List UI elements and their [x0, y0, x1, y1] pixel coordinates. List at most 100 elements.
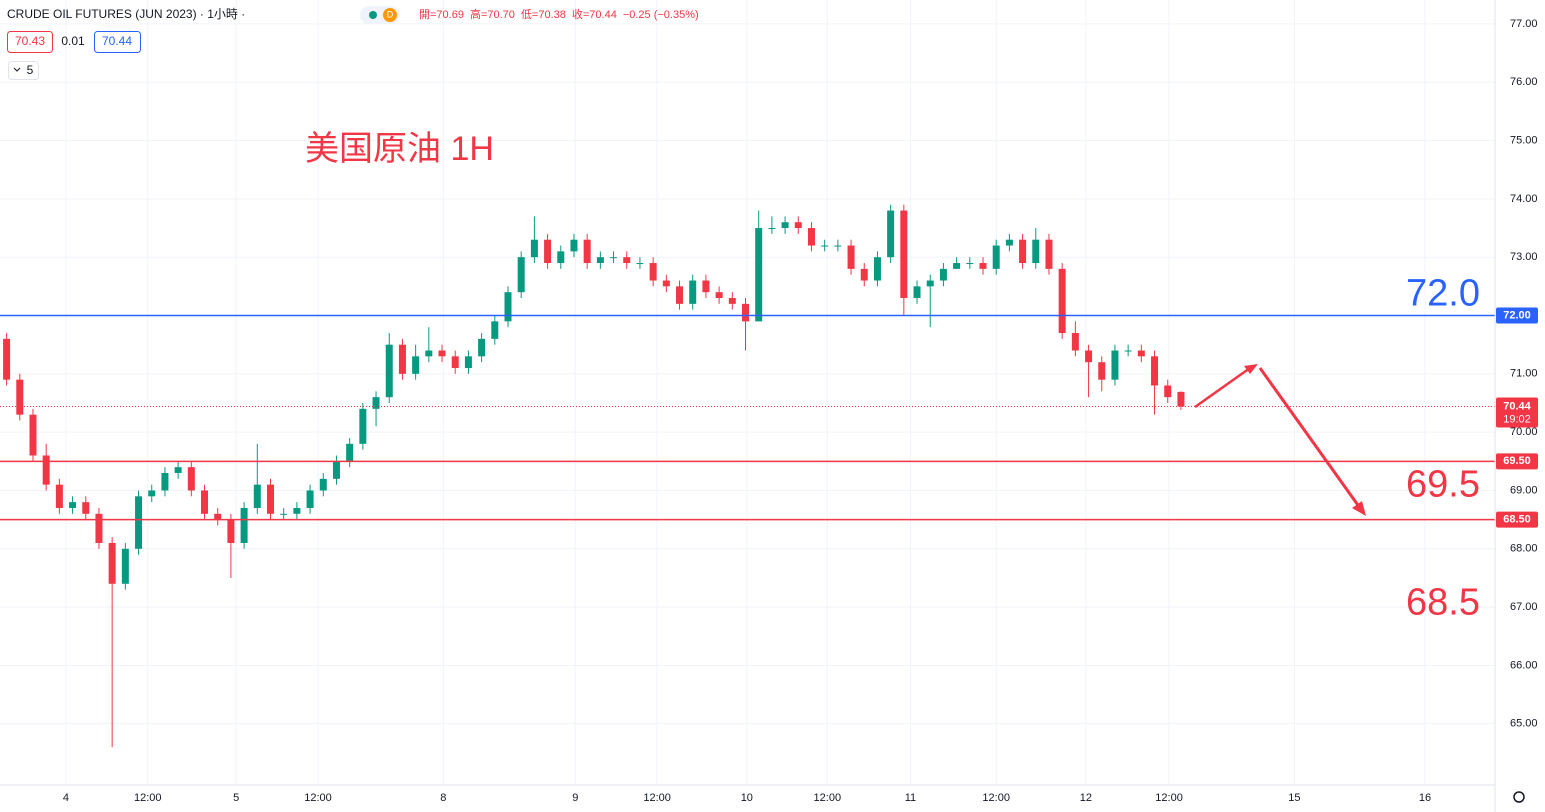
candle-body	[676, 286, 684, 304]
indicator: 5	[27, 63, 34, 77]
y-tick-label: 67.00	[1510, 601, 1538, 613]
y-tick-label: 76.00	[1510, 76, 1538, 88]
status-dot	[369, 11, 377, 19]
x-tick-label: 4	[63, 792, 69, 804]
candle-body	[332, 461, 340, 479]
ohlc-value: 收=70.44	[572, 7, 617, 21]
candle-body	[55, 484, 63, 508]
x-tick-label: 16	[1419, 792, 1431, 804]
candle-body	[412, 356, 420, 374]
y-tick-label: 66.00	[1510, 659, 1538, 671]
candle-body	[768, 228, 776, 230]
candle-body	[926, 280, 934, 287]
x-tick-label: 12:00	[982, 792, 1010, 804]
ohlc-value: 開=70.69	[419, 8, 464, 21]
x-tick-label: 12:00	[814, 792, 842, 804]
candle-body	[438, 350, 446, 357]
candle-body	[293, 507, 301, 514]
candle-body	[1085, 350, 1093, 363]
y-tick-label: 71.00	[1510, 368, 1538, 380]
x-tick-label: 12:00	[643, 792, 671, 804]
x-tick-label: 8	[440, 792, 446, 804]
candle-body	[847, 245, 855, 269]
annotation: 69.5	[1406, 463, 1480, 505]
y-tick-label: 65.00	[1510, 718, 1538, 730]
candle-body	[544, 239, 552, 264]
candle-body	[16, 379, 24, 415]
y-tick-label: 75.00	[1510, 134, 1538, 146]
ohlc-line: 開=70.69 高=70.70 低=70.38 收=70.44 −0.25 (−0.35…	[419, 7, 699, 21]
candle-body	[728, 298, 736, 304]
annotation: 68.5	[1406, 582, 1480, 624]
candle-body	[966, 263, 974, 265]
candle-body	[821, 245, 829, 247]
overlays	[0, 314, 1495, 521]
candle-body	[900, 210, 908, 299]
arrow	[1194, 366, 1251, 409]
candle-body	[557, 251, 565, 264]
candles	[3, 204, 1185, 748]
candle-body	[504, 292, 512, 322]
candle-body	[662, 280, 670, 287]
candle-body	[214, 513, 222, 520]
candle-body	[425, 350, 433, 357]
price-tag-label: 69.50	[1503, 455, 1531, 467]
x-tick-label: 10	[741, 792, 753, 804]
ask-box	[94, 31, 141, 53]
candle-body	[873, 257, 881, 281]
candle-body	[319, 478, 327, 491]
candle-body	[121, 548, 129, 584]
y-tick-label: 68.00	[1510, 543, 1538, 555]
annotation: 72.0	[1406, 273, 1480, 315]
x-tick-label: 5	[233, 792, 239, 804]
candle-body	[992, 245, 1000, 269]
candle-body	[95, 513, 103, 543]
y-tick-label: 73.00	[1510, 251, 1538, 263]
candle-body	[464, 356, 472, 369]
candle-body	[1032, 239, 1040, 264]
candle-body	[240, 507, 248, 543]
candle-body	[174, 467, 182, 473]
candle-body	[227, 519, 235, 543]
candle-body	[860, 268, 868, 281]
x-tick-label: 12	[1080, 792, 1092, 804]
y-tick-label: 74.00	[1510, 193, 1538, 205]
candle-body	[1177, 391, 1185, 407]
badge-circle	[383, 8, 397, 22]
spread: 0.01	[61, 34, 85, 48]
x-tick-label: 12:00	[304, 792, 332, 804]
candle-body	[570, 239, 578, 252]
indicator-box[interactable]	[8, 61, 39, 80]
candle-body	[187, 467, 195, 491]
candle-body	[530, 239, 538, 258]
price-tag-label: 68.50	[1503, 514, 1531, 526]
candle-body	[359, 408, 367, 444]
candle-body	[266, 484, 274, 514]
candle-body	[108, 542, 116, 584]
candle-body	[1137, 350, 1145, 357]
candle-body	[1058, 268, 1066, 334]
candle-body	[372, 397, 380, 409]
candle-body	[702, 280, 710, 293]
bid-box	[7, 31, 53, 53]
candle-body	[491, 321, 499, 339]
y-tick-label: 70.00	[1510, 426, 1538, 438]
candle-body	[979, 263, 987, 269]
settings-icon[interactable]	[1513, 791, 1525, 803]
candle-body	[135, 496, 143, 549]
candle-body	[69, 502, 77, 508]
price-tag	[1496, 511, 1538, 528]
ohlc-value: 高=70.70	[470, 7, 515, 21]
arrowhead	[1244, 364, 1258, 374]
interval-badge: D	[387, 9, 394, 19]
arrowhead	[1352, 501, 1366, 516]
candle-body	[649, 263, 657, 281]
candle-body	[451, 356, 459, 369]
candle-body	[807, 228, 815, 246]
candle-body	[29, 414, 37, 456]
x-tick-label: 12:00	[134, 792, 162, 804]
candle-body	[161, 472, 169, 491]
candle-body	[715, 292, 723, 299]
candle-body	[1111, 350, 1119, 380]
candle-body	[596, 257, 604, 264]
